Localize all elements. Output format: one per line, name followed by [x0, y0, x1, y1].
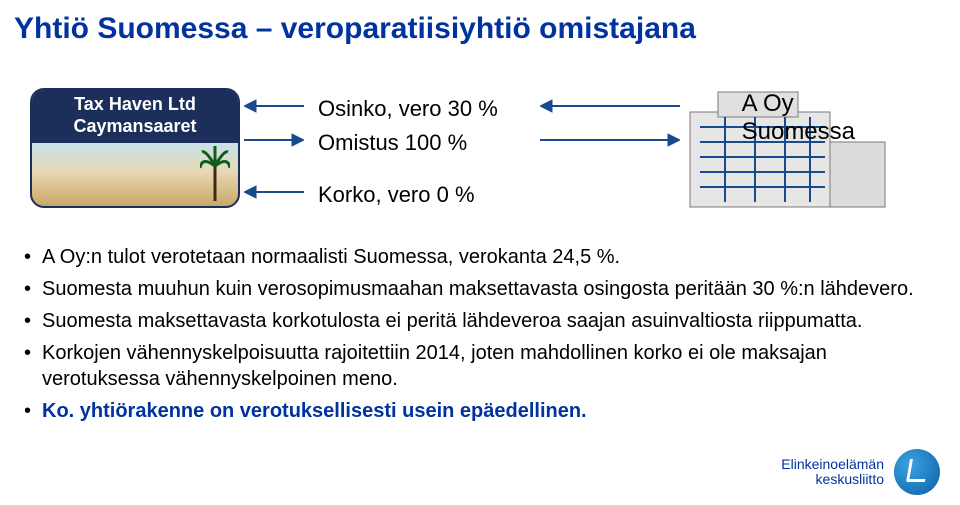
korko-label: Korko, vero 0 %	[318, 178, 475, 211]
arrow-korko	[244, 184, 304, 200]
bullet-highlight: Ko. yhtiörakenne on verotuksellisesti us…	[22, 398, 938, 424]
bullet-item: Suomesta maksettavasta korkotulosta ei p…	[22, 308, 938, 334]
omistus-label: Omistus 100 %	[318, 126, 467, 159]
arrow-omistus-left	[244, 132, 304, 148]
a-oy-box: A Oy Suomessa	[680, 82, 890, 212]
a-oy-label: A Oy Suomessa	[742, 90, 855, 145]
arrow-omistus-right	[540, 132, 680, 148]
arrow-osinko-left	[244, 98, 304, 114]
logo-line2: keskusliitto	[781, 472, 884, 487]
bullet-item: A Oy:n tulot verotetaan normaalisti Suom…	[22, 244, 938, 270]
palm-icon	[200, 146, 230, 201]
a-oy-name: A Oy	[742, 90, 855, 118]
highlight-text: Ko. yhtiörakenne on verotuksellisesti us…	[42, 400, 587, 422]
logo-mark-icon	[894, 449, 940, 495]
osinko-label: Osinko, vero 30 %	[318, 92, 498, 125]
tax-haven-location: Caymansaaret	[32, 116, 238, 138]
ek-logo: Elinkeinoelämän keskusliitto	[781, 449, 940, 495]
tax-haven-box: Tax Haven Ltd Caymansaaret	[30, 88, 240, 208]
a-oy-location: Suomessa	[742, 118, 855, 146]
logo-text: Elinkeinoelämän keskusliitto	[781, 457, 884, 488]
arrow-osinko-right	[540, 98, 680, 114]
diagram: Tax Haven Ltd Caymansaaret Osinko, vero …	[0, 64, 960, 234]
bullet-item: Korkojen vähennyskelpoisuutta rajoitetti…	[22, 340, 938, 392]
logo-line1: Elinkeinoelämän	[781, 457, 884, 472]
tax-haven-header: Tax Haven Ltd Caymansaaret	[32, 90, 238, 143]
slide-title: Yhtiö Suomessa – veroparatiisiyhtiö omis…	[0, 0, 960, 46]
bullet-item: Suomesta muuhun kuin verosopimusmaahan m…	[22, 276, 938, 302]
tax-haven-name: Tax Haven Ltd	[32, 94, 238, 116]
bullet-list: A Oy:n tulot verotetaan normaalisti Suom…	[22, 244, 938, 424]
